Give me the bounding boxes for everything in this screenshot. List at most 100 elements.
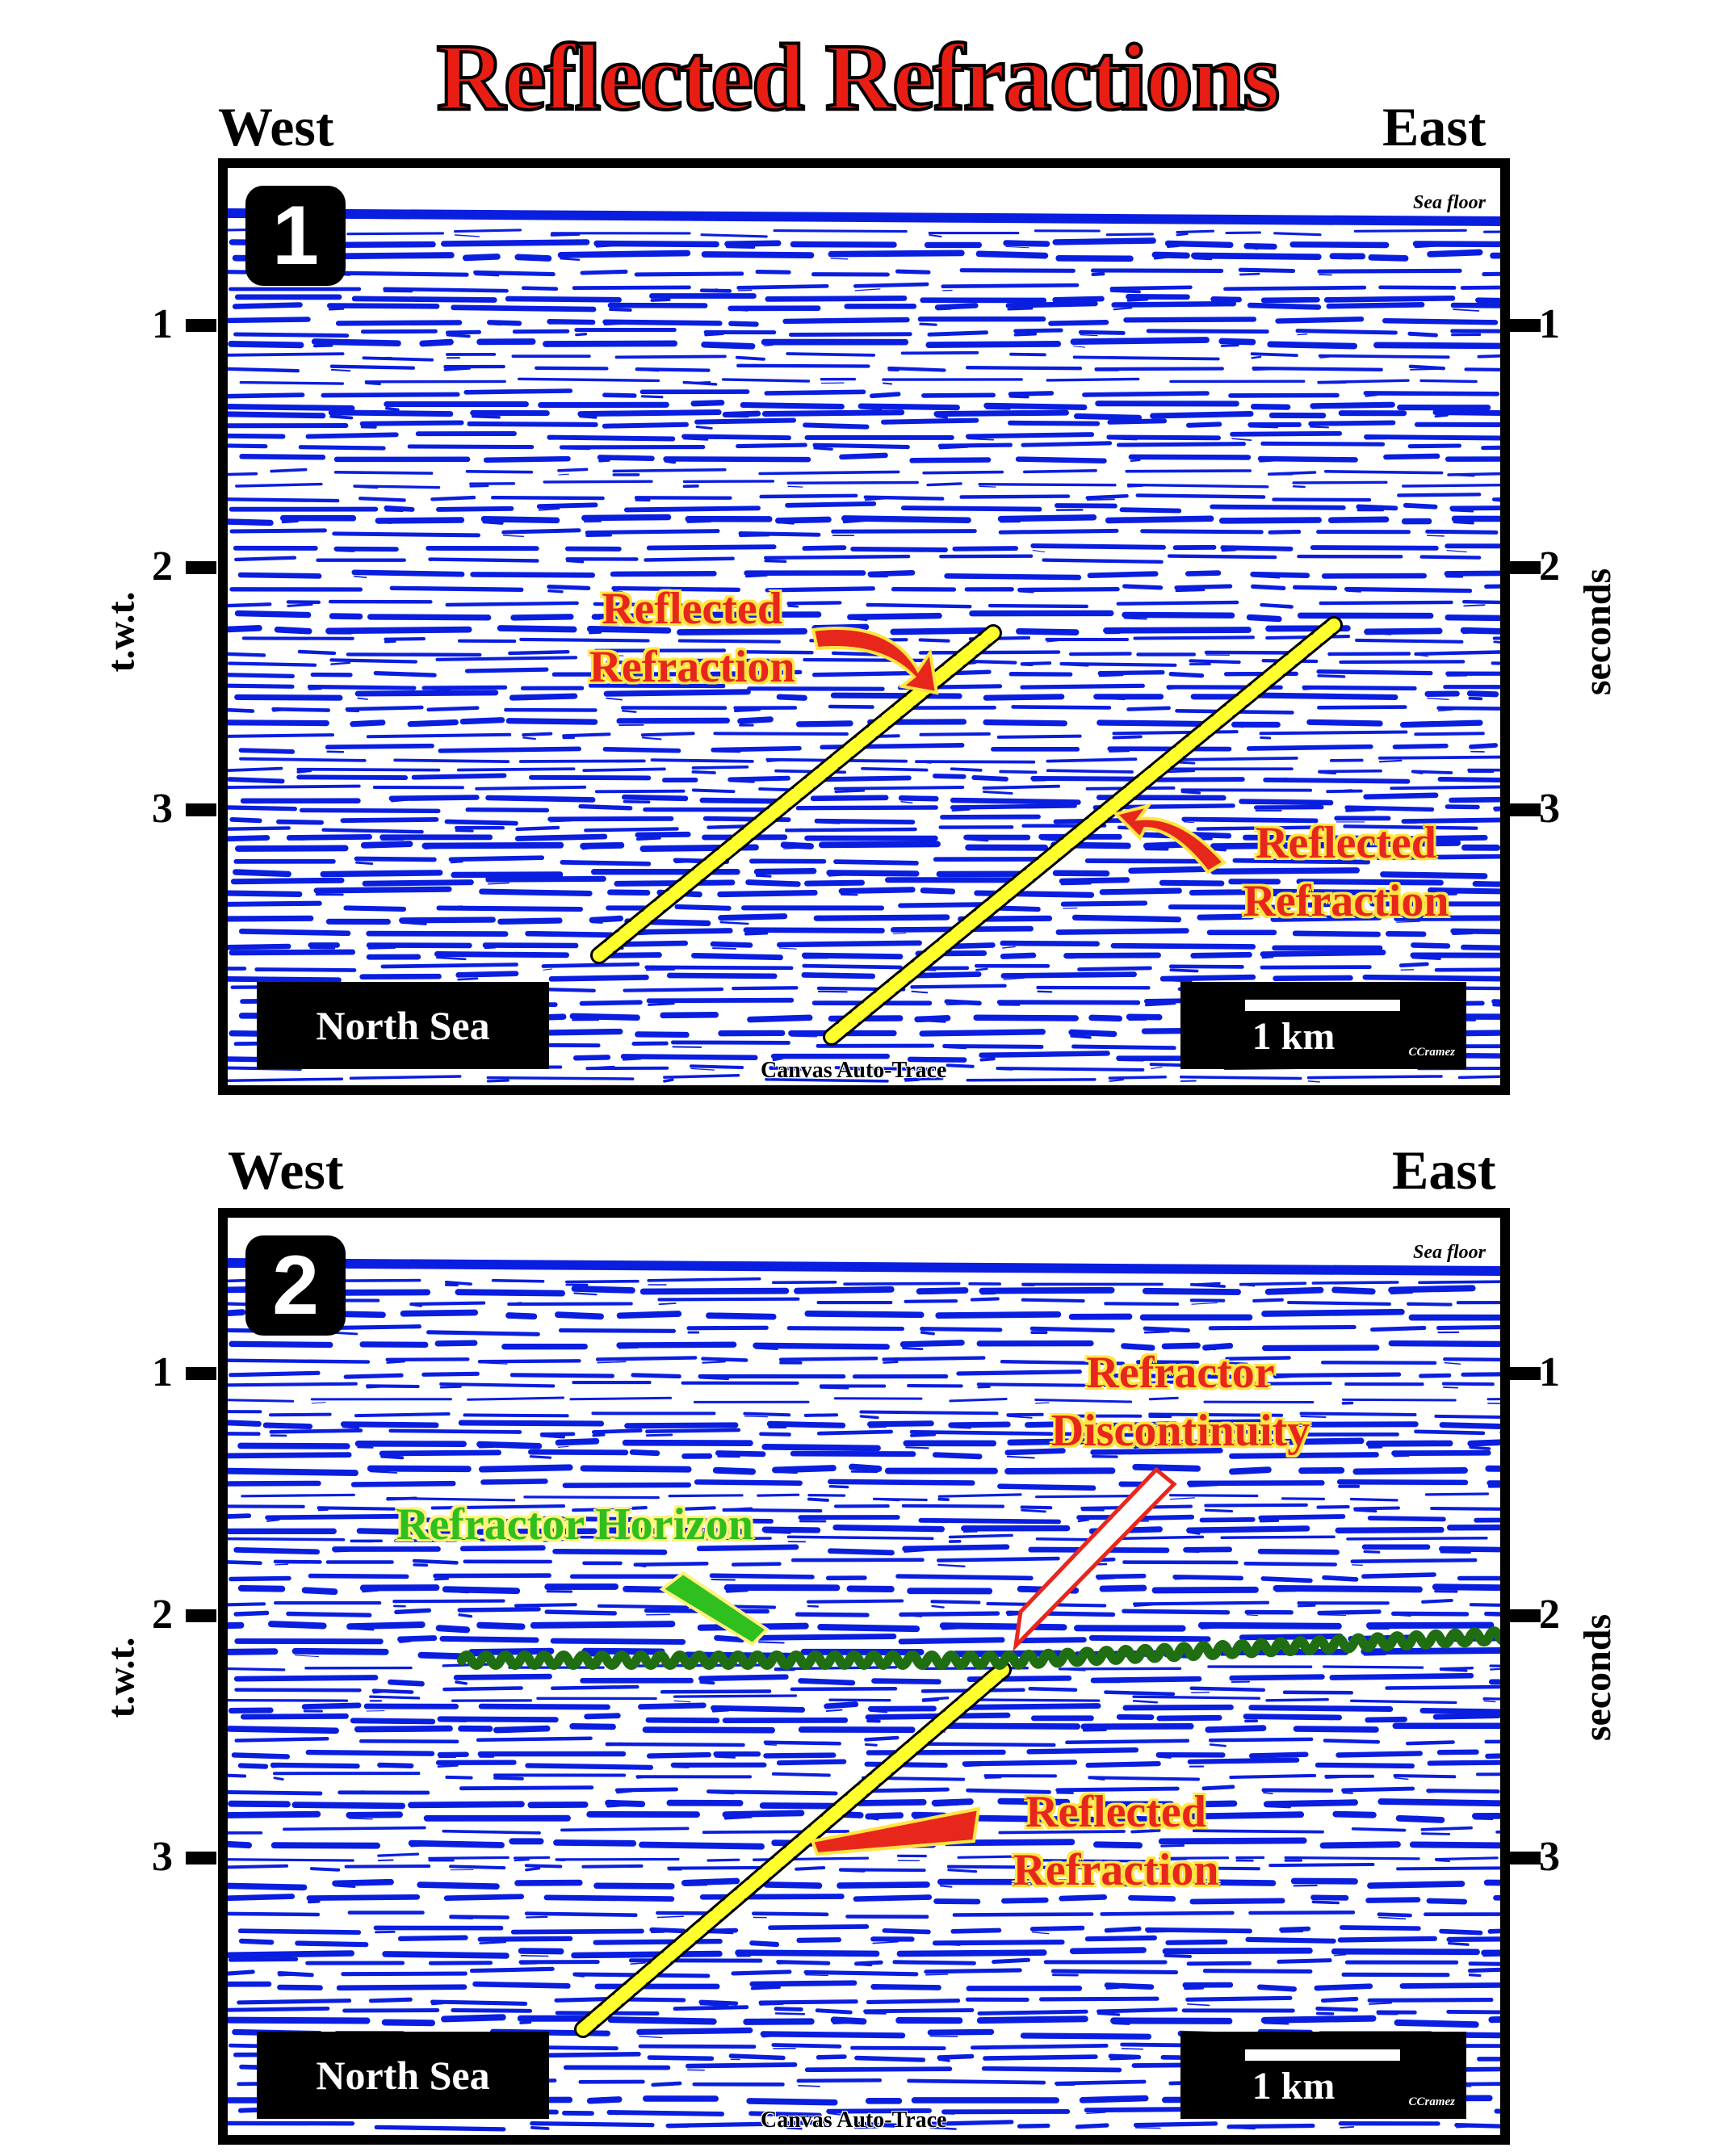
reflector-line: [232, 300, 1500, 312]
reflector-fragment: [1086, 498, 1115, 501]
reflector-fragment: [929, 2126, 957, 2130]
reflector-fragment: [1463, 604, 1486, 607]
fault-overlay-1: [590, 616, 1343, 1046]
reflector-fragment: [275, 1563, 289, 1566]
reflector-fragment: [1421, 1832, 1451, 1835]
reflector-line: [228, 940, 1500, 951]
scale-box-1: 1 km CCramez: [1180, 982, 1466, 1069]
reflector-fragment: [455, 1680, 468, 1685]
reflector-line: [228, 316, 1499, 327]
tick-left-3-panel1: 3: [152, 786, 173, 832]
reflector-fragment: [645, 1433, 673, 1437]
reflector-fragment: [266, 1519, 280, 1522]
east-label-1: East: [1382, 96, 1486, 157]
reflector-line: [240, 792, 1500, 806]
reflector-fragment: [1086, 2112, 1106, 2114]
reflector-fragment: [919, 322, 937, 326]
twt-axis-label-1: t.w.t.: [99, 591, 143, 673]
scale-bar: [1245, 1000, 1400, 1011]
reflector-fragment: [1021, 1508, 1046, 1513]
reflector-fragment: [1130, 459, 1141, 462]
reflector-line: [233, 543, 1500, 552]
reflector-fragment: [1175, 589, 1206, 593]
arrow-icon: [1013, 1466, 1177, 1652]
reflector-line: [228, 716, 1483, 728]
reflector-line: [228, 1863, 1500, 1873]
west-label-1: West: [218, 96, 334, 157]
reflector-fragment: [1186, 2003, 1210, 2007]
reflector-fragment: [326, 750, 345, 753]
reflector-fragment: [984, 1776, 1002, 1779]
panel-number-badge-2: 2: [245, 1235, 346, 1336]
reflector-line: [228, 623, 1500, 635]
reflector-fragment: [519, 2021, 532, 2024]
reflector-fragment: [975, 967, 988, 971]
reflector-fragment: [1260, 736, 1272, 740]
reflector-line: [228, 1356, 1500, 1365]
arrow-icon: [1113, 803, 1227, 875]
reflector-fragment: [488, 882, 509, 885]
reflector-fragment: [1447, 1941, 1470, 1946]
reflector-line: [228, 913, 1500, 926]
reflector-fragment: [1112, 735, 1143, 740]
reflector-line: [228, 1513, 1500, 1525]
tick-mark: [186, 1852, 216, 1864]
reflector-fragment: [520, 1955, 549, 1957]
reflector-fragment: [1132, 1700, 1159, 1704]
sea-floor-reflector: [228, 208, 1500, 226]
reflector-fragment: [979, 485, 996, 488]
reflector-line: [228, 824, 1478, 834]
tick-left-3-panel2: 3: [152, 1834, 173, 1880]
reflector-fragment: [1493, 640, 1500, 644]
refractor-discontinuity-label: Refractor Discontinuity: [1050, 1348, 1310, 1456]
seismic-panel-1: 1 Sea floor Reflected Refraction Reflect…: [218, 158, 1510, 1095]
reflector-fragment: [439, 1385, 462, 1389]
reflector-fragment: [1469, 1445, 1491, 1450]
reflector-fragment: [1363, 1550, 1381, 1554]
reflector-fragment: [1396, 921, 1420, 923]
reflector-fragment: [1297, 333, 1308, 336]
reflector-fragment: [690, 1068, 715, 1071]
reflector-line: [237, 1437, 1500, 1452]
reflector-line: [228, 831, 1488, 842]
reflector-line: [228, 1947, 1500, 1959]
reflector-line: [228, 1380, 1495, 1389]
reflector-fragment: [854, 288, 881, 292]
reflector-line: [234, 1735, 1500, 1747]
reflector-fragment: [1440, 1550, 1471, 1554]
reflector-fragment: [454, 234, 480, 237]
reflector-fragment: [1080, 333, 1098, 337]
reflector-line: [235, 480, 1500, 489]
tick-mark: [186, 561, 216, 574]
reflector-line: [229, 1370, 1500, 1379]
reflector-fragment: [413, 1563, 429, 1567]
reflector-line: [228, 730, 1485, 739]
fault-line-east: [825, 619, 1340, 1043]
reflector-fragment: [872, 1940, 899, 1944]
reflector-fragment: [699, 2003, 729, 2007]
reflector-line: [239, 452, 1500, 463]
reflector-fragment: [755, 874, 772, 878]
reflector-line: [237, 569, 1500, 581]
reflector-fragment: [786, 2126, 803, 2130]
reflector-line: [228, 2120, 1500, 2132]
reflector-fragment: [744, 1416, 769, 1418]
reflector-fragment: [864, 1743, 878, 1747]
tick-mark: [1510, 561, 1541, 574]
sea-floor-label-1: Sea floor: [1413, 192, 1486, 213]
reflector-fragment: [573, 1292, 598, 1296]
reflector-fragment: [493, 1776, 524, 1781]
tick-mark: [186, 1609, 216, 1622]
reflector-fragment: [543, 968, 553, 971]
reflector-fragment: [595, 654, 624, 656]
reflector-fragment: [778, 947, 797, 950]
reflector-fragment: [630, 1961, 646, 1965]
reflector-fragment: [273, 1776, 284, 1781]
reflector-fragment: [813, 447, 833, 451]
trace-credit-1: Canvas Auto-Trace: [761, 1058, 947, 1083]
reflector-fragment: [892, 933, 907, 935]
reflector-fragment: [883, 1361, 899, 1364]
reflector-fragment: [699, 1680, 715, 1685]
author-credit-1: CCramez: [1408, 1046, 1455, 1059]
reflector-line: [228, 1479, 1500, 1491]
